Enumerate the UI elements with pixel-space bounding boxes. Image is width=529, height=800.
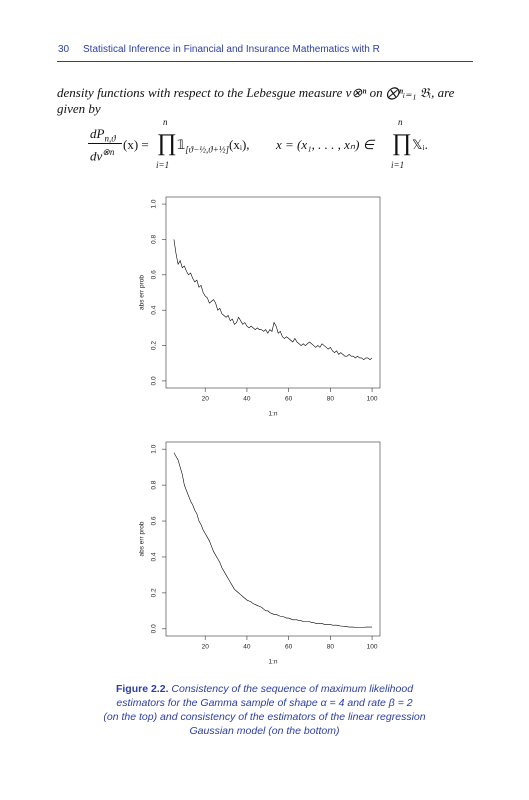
y-tick-label: 0.8 (151, 235, 158, 244)
eq-text: 𝟙 (177, 137, 186, 152)
y-tick-label: 0.6 (151, 270, 158, 279)
caption-line: Gaussian model (on the bottom) (189, 725, 340, 737)
x-axis-label: 1:n (268, 659, 277, 666)
body-line: given by (57, 101, 101, 116)
x-tick-label: 40 (243, 396, 251, 403)
plot-frame (165, 441, 381, 637)
eq-indicator: 𝟙[ϑ−½,ϑ+½](xᵢ), (177, 138, 250, 155)
y-axis-label: abs err prob (139, 521, 146, 556)
x-tick-label: 100 (367, 644, 378, 651)
x-tick-label: 60 (285, 396, 293, 403)
y-tick-label: 0.0 (151, 624, 158, 633)
y-tick-label: 0.8 (151, 480, 158, 489)
y-tick-label: 0.2 (151, 341, 158, 350)
page-number: 30 (58, 44, 70, 55)
eq-limit: i=1 (156, 160, 170, 170)
data-line (173, 452, 373, 628)
eq-limit: i=1 (391, 160, 405, 170)
x-tick-label: 40 (243, 644, 251, 651)
eq-text: dP (90, 126, 105, 141)
y-axis-label: abs err prob (139, 275, 146, 310)
eq-limit: n (163, 117, 168, 127)
x-tick-label: 80 (327, 396, 335, 403)
eq-denominator: dν⊗n (90, 147, 115, 164)
eq-text: (x) = (123, 137, 149, 152)
caption-label: Figure 2.2. (115, 683, 169, 695)
running-title: Statistical Inference in Financial and I… (83, 44, 380, 55)
eq-text: (xᵢ), (229, 137, 250, 152)
eq-product: ∏ (392, 130, 412, 156)
y-tick-label: 0.6 (151, 516, 158, 525)
x-tick-label: 80 (327, 644, 335, 651)
header-rule (57, 61, 473, 62)
data-line (173, 239, 373, 361)
caption-line: (on the top) and consistency of the esti… (103, 711, 426, 723)
eq-sub: n,ϑ (104, 133, 116, 144)
y-tick-label: 0.0 (151, 376, 158, 385)
fraction-bar (88, 143, 122, 144)
eq-text: x = (x₁, . . . , xₙ) ∈ (276, 137, 375, 152)
eq-numerator: dPn,ϑ (90, 127, 116, 144)
eq-text: dν (90, 148, 103, 164)
x-tick-label: 20 (202, 396, 210, 403)
x-tick-label: 100 (367, 396, 378, 403)
eq-sub: [ϑ−½,ϑ+½] (185, 144, 230, 155)
eq-limit: n (398, 117, 403, 127)
x-axis-label: 1:n (268, 411, 277, 418)
eq-product: ∏ (157, 130, 177, 156)
caption-line: estimators for the Gamma sample of shape… (116, 697, 413, 709)
x-tick-label: 60 (285, 644, 293, 651)
y-tick-label: 0.4 (151, 305, 158, 314)
plot-frame (165, 196, 381, 389)
caption-text: Consistency of the sequence of maximum l… (171, 683, 414, 695)
y-tick-label: 1.0 (151, 199, 158, 208)
y-tick-label: 0.2 (151, 588, 158, 597)
caption-line: Figure 2.2. Consistency of the sequence … (0, 684, 529, 695)
body-line: density functions with respect to the Le… (57, 85, 455, 100)
y-tick-label: 1.0 (151, 444, 158, 453)
eq-text: 𝕏ᵢ. (412, 137, 428, 152)
eq-sup: ⊗n (102, 147, 115, 157)
y-tick-label: 0.4 (151, 552, 158, 561)
x-tick-label: 20 (202, 644, 210, 651)
